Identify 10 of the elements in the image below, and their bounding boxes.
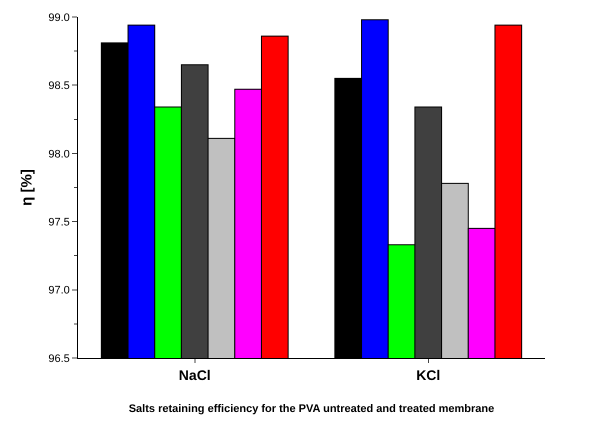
- x-tick-label: NaCl: [178, 366, 211, 383]
- y-tick-label: 98.0: [48, 148, 70, 160]
- x-tick-label: KCl: [416, 366, 440, 383]
- y-tick-label: 96.5: [48, 352, 70, 365]
- x-axis-title: Salts retaining efficiency for the PVA untreated and treated membrane: [128, 403, 494, 415]
- y-tick-label: 99.0: [48, 12, 70, 24]
- y-tick-label: 97.0: [48, 284, 70, 297]
- y-axis-title: η [%]: [18, 169, 36, 206]
- y-tick-label: 97.5: [48, 216, 70, 228]
- y-tick-label: 98.5: [48, 80, 70, 92]
